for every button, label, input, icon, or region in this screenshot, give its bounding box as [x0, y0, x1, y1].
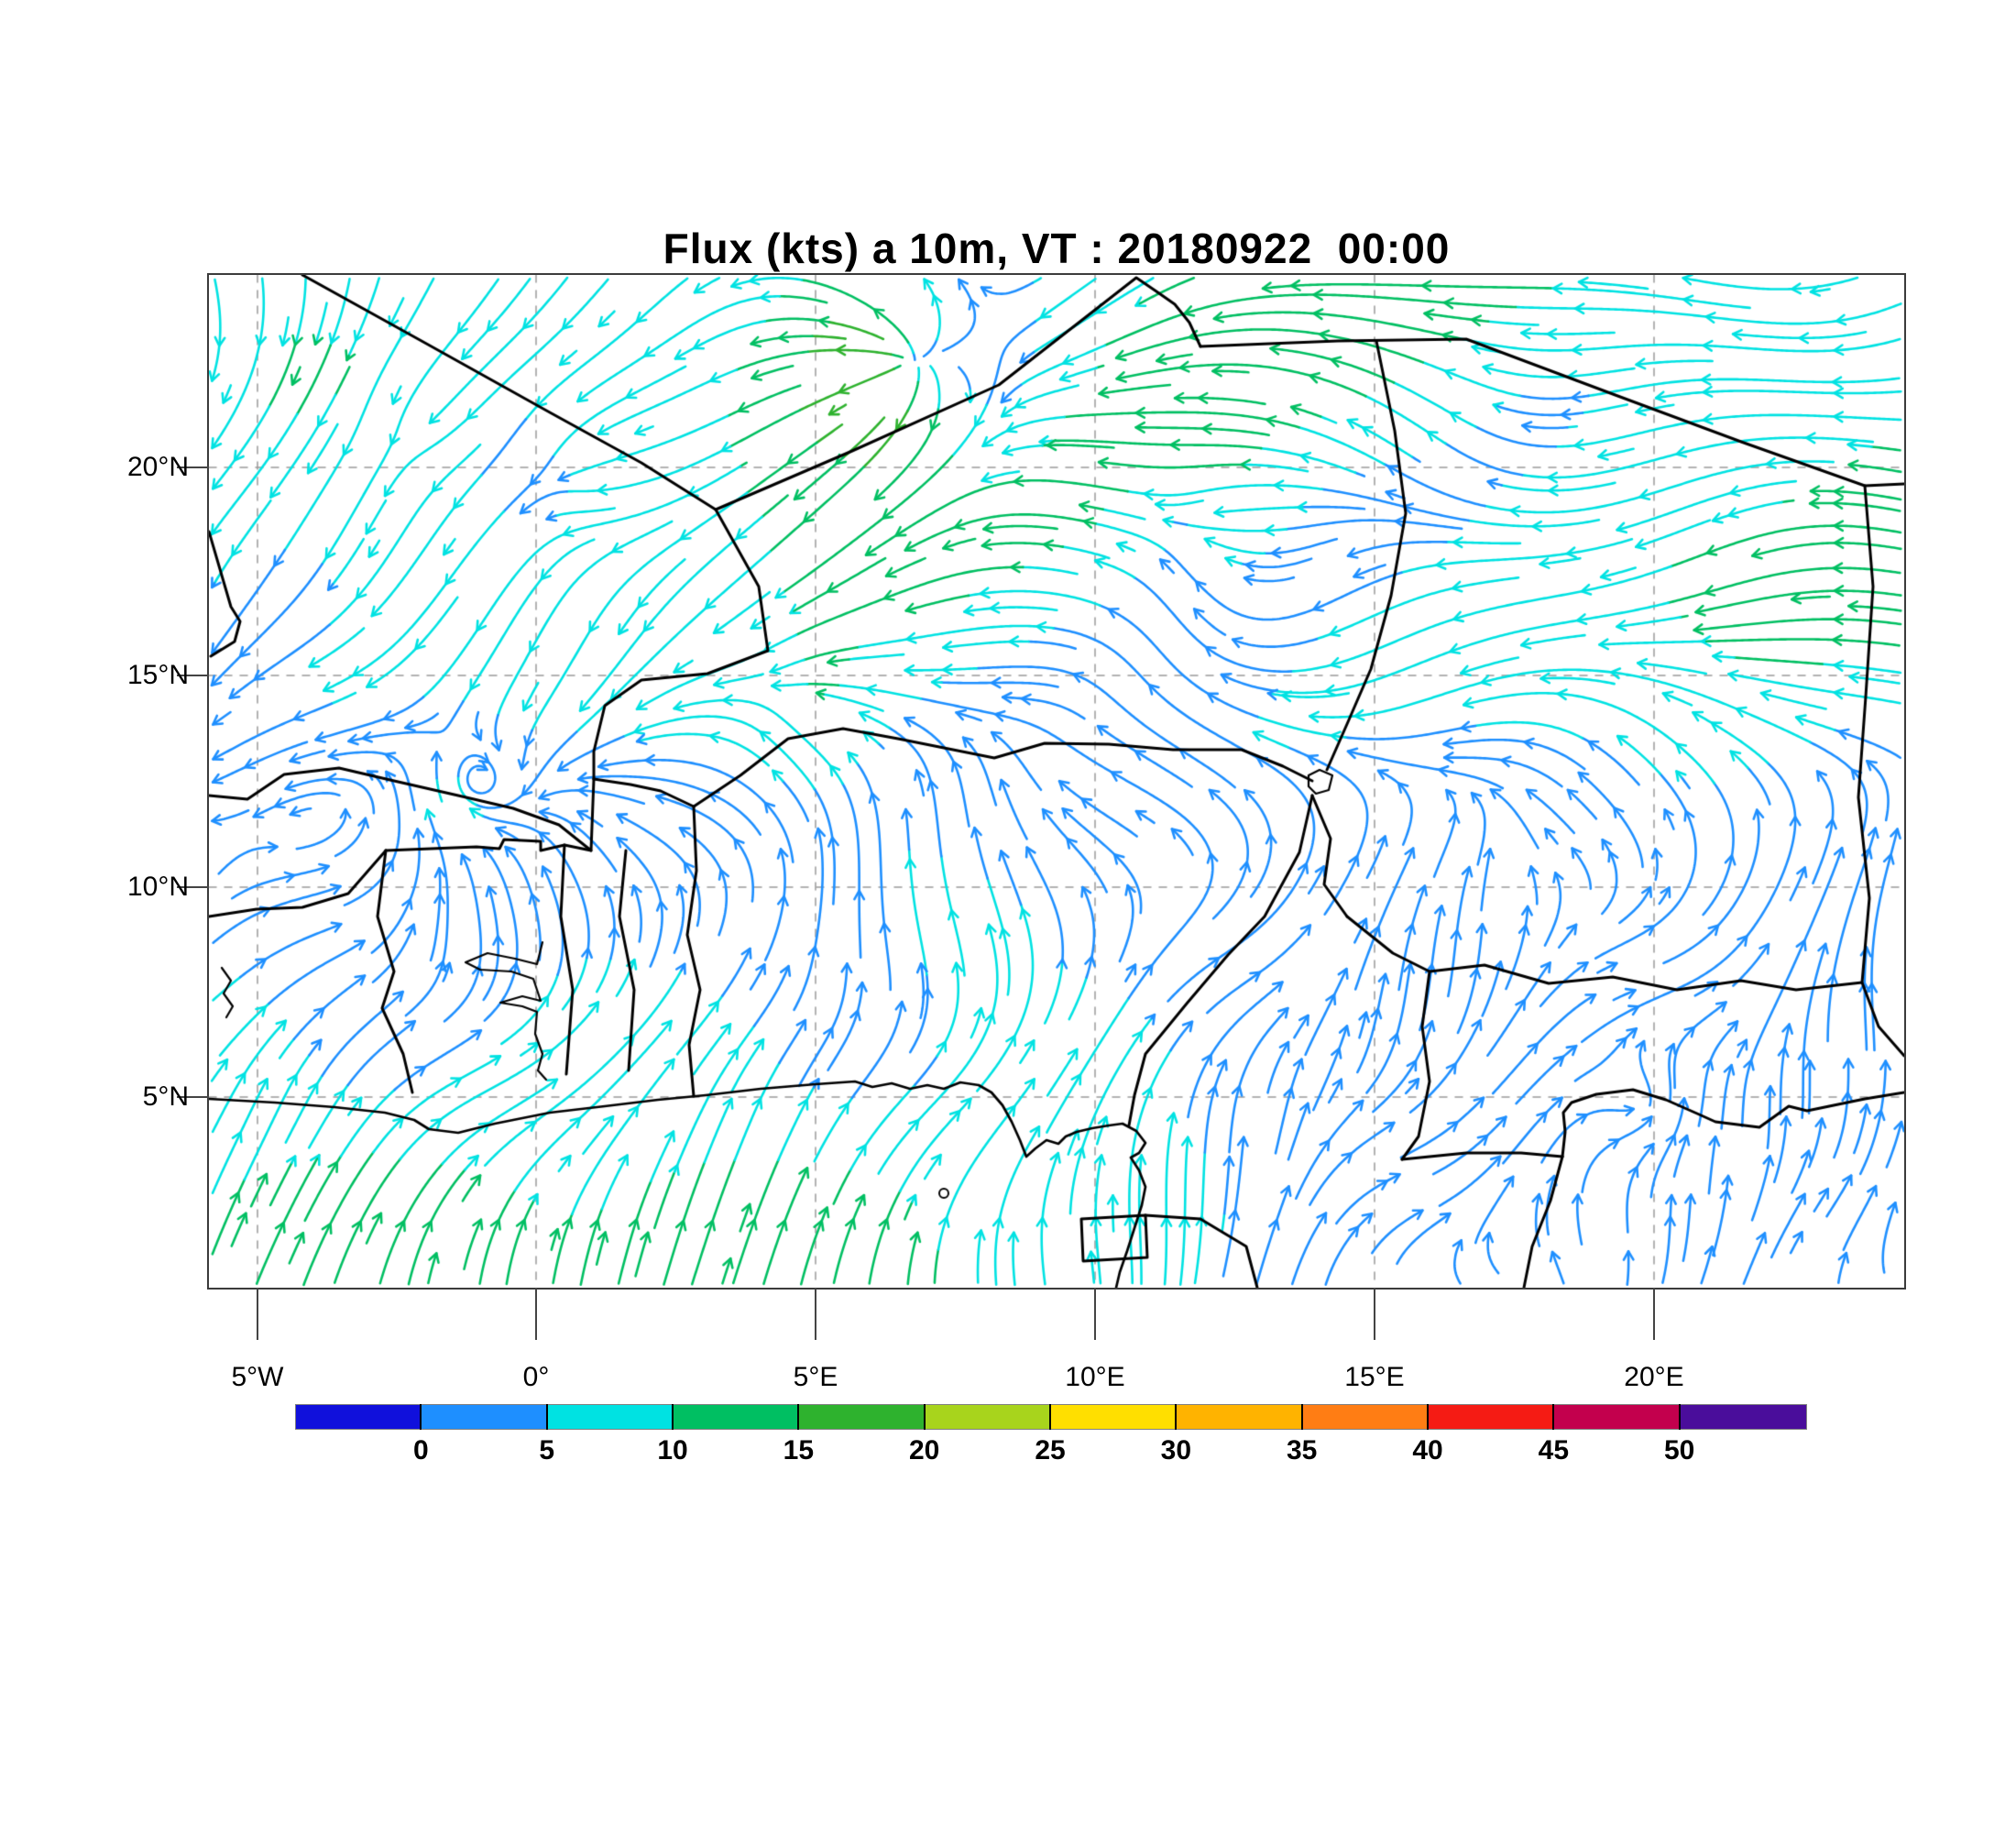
lat-tick-line — [177, 1096, 209, 1098]
colorbar-segment — [925, 1405, 1051, 1429]
colorbar-tick — [1049, 1404, 1051, 1430]
colorbar-segment — [1177, 1405, 1303, 1429]
colorbar-segment — [1680, 1405, 1806, 1429]
colorbar-tick — [420, 1404, 422, 1430]
colorbar-tick-label: 5 — [539, 1435, 554, 1465]
lat-tick-line — [177, 886, 209, 888]
lon-tick-line — [1094, 1288, 1096, 1340]
colorbar-segment — [673, 1405, 800, 1429]
colorbar-tick — [1175, 1404, 1178, 1430]
streamline-field — [209, 275, 1904, 1288]
colorbar-segment — [799, 1405, 926, 1429]
lon-tick-line — [535, 1288, 537, 1340]
colorbar-segment — [547, 1405, 674, 1429]
lon-tick-label: 0° — [522, 1362, 550, 1392]
lat-tick-label: 15°N — [126, 660, 189, 690]
colorbar-segment — [1050, 1405, 1178, 1429]
lat-tick-line — [177, 675, 209, 676]
lon-tick-line — [1374, 1288, 1375, 1340]
colorbar-tick — [797, 1404, 800, 1430]
colorbar-tick — [672, 1404, 674, 1430]
lon-tick-label: 15°E — [1344, 1362, 1405, 1392]
colorbar-segment — [1302, 1405, 1429, 1429]
colorbar-tick-label: 50 — [1663, 1435, 1695, 1465]
colorbar-tick — [923, 1404, 926, 1430]
lon-tick-line — [815, 1288, 816, 1340]
colorbar-tick-label: 30 — [1160, 1435, 1192, 1465]
colorbar-tick — [1552, 1404, 1555, 1430]
lon-tick-label: 5°E — [793, 1362, 838, 1392]
lat-tick-label: 20°N — [126, 452, 189, 482]
colorbar-strip — [295, 1404, 1807, 1430]
plot-title: Flux (kts) a 10m, VT : 20180922 00:00 — [663, 225, 1451, 272]
lat-tick-label: 10°N — [126, 872, 189, 902]
colorbar-tick-label: 20 — [908, 1435, 940, 1465]
colorbar-segment — [422, 1405, 548, 1429]
colorbar-tick-label: 40 — [1412, 1435, 1443, 1465]
colorbar-tick — [1300, 1404, 1303, 1430]
lon-tick-line — [257, 1288, 258, 1340]
colorbar-tick-label: 10 — [657, 1435, 688, 1465]
colorbar-tick-label: 15 — [783, 1435, 815, 1465]
colorbar-tick — [545, 1404, 548, 1430]
lon-tick-label: 10°E — [1065, 1362, 1125, 1392]
colorbar-tick — [1678, 1404, 1681, 1430]
colorbar-segment — [296, 1405, 422, 1429]
colorbar-segment — [1554, 1405, 1681, 1429]
lon-tick-label: 5°W — [231, 1362, 284, 1392]
colorbar-segment — [1428, 1405, 1555, 1429]
colorbar-tick-label: 35 — [1286, 1435, 1318, 1465]
lat-tick-line — [177, 466, 209, 468]
colorbar-tick-label: 45 — [1538, 1435, 1570, 1465]
lat-tick-label: 5°N — [142, 1081, 189, 1112]
lon-tick-label: 20°E — [1624, 1362, 1684, 1392]
colorbar-tick-label: 0 — [412, 1435, 429, 1465]
colorbar-tick — [1427, 1404, 1429, 1430]
colorbar-tick-label: 25 — [1035, 1435, 1066, 1465]
lon-tick-line — [1653, 1288, 1655, 1340]
